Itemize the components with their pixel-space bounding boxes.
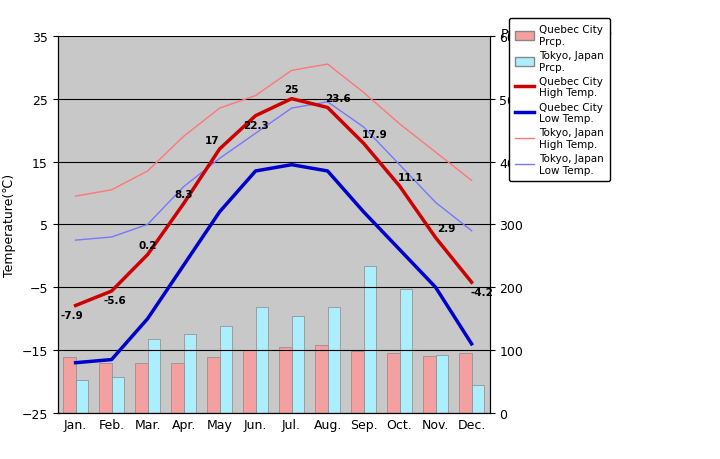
Quebec City
Low Temp.	[359, 210, 368, 215]
Bar	[207, 357, 220, 413]
Bar	[256, 308, 268, 413]
Bar	[63, 357, 76, 413]
Quebec City
Low Temp.	[107, 357, 116, 363]
Tokyo, Japan
High Temp.	[323, 62, 332, 67]
Line: Quebec City
Low Temp.: Quebec City Low Temp.	[76, 165, 472, 363]
Bar	[220, 326, 232, 413]
Tokyo, Japan
Low Temp.	[395, 162, 404, 168]
Tokyo, Japan
Low Temp.	[467, 229, 476, 234]
Tokyo, Japan
Low Temp.	[107, 235, 116, 240]
Bar	[423, 357, 436, 413]
Quebec City
High Temp.	[431, 235, 440, 241]
Line: Quebec City
High Temp.: Quebec City High Temp.	[76, 100, 472, 306]
Bar	[171, 364, 184, 413]
Bar	[472, 385, 484, 413]
Quebec City
Low Temp.	[179, 263, 188, 269]
Bar	[112, 377, 124, 413]
Tokyo, Japan
High Temp.	[107, 188, 116, 193]
Bar	[436, 355, 448, 413]
Quebec City
High Temp.	[323, 106, 332, 111]
Tokyo, Japan
Low Temp.	[251, 131, 260, 137]
Tokyo, Japan
Low Temp.	[143, 222, 152, 228]
Quebec City
Low Temp.	[143, 316, 152, 322]
Text: 11.1: 11.1	[397, 172, 423, 182]
Bar	[243, 350, 256, 413]
Legend: Quebec City
Prcp., Tokyo, Japan
Prcp., Quebec City
High Temp., Quebec City
Low T: Quebec City Prcp., Tokyo, Japan Prcp., Q…	[509, 19, 611, 182]
Tokyo, Japan
Low Temp.	[431, 200, 440, 206]
Quebec City
Low Temp.	[431, 285, 440, 291]
Text: 0.2: 0.2	[138, 241, 157, 251]
Text: 23.6: 23.6	[325, 94, 351, 104]
Bar	[364, 266, 376, 413]
Quebec City
Low Temp.	[287, 162, 296, 168]
Bar	[459, 353, 472, 413]
Quebec City
High Temp.	[143, 252, 152, 258]
Text: -4.2: -4.2	[471, 287, 494, 297]
Tokyo, Japan
High Temp.	[71, 194, 80, 199]
Tokyo, Japan
Low Temp.	[323, 100, 332, 105]
Tokyo, Japan
High Temp.	[287, 68, 296, 74]
Bar	[315, 345, 328, 413]
Text: 8.3: 8.3	[174, 190, 193, 200]
Bar	[184, 335, 196, 413]
Bar	[328, 308, 340, 413]
Bar	[135, 364, 148, 413]
Text: 2.9: 2.9	[437, 224, 456, 234]
Tokyo, Japan
High Temp.	[251, 94, 260, 99]
Tokyo, Japan
High Temp.	[215, 106, 224, 112]
Quebec City
High Temp.	[359, 141, 368, 147]
Tokyo, Japan
Low Temp.	[179, 185, 188, 190]
Bar	[387, 353, 400, 413]
Quebec City
High Temp.	[179, 202, 188, 207]
Tokyo, Japan
Low Temp.	[215, 156, 224, 162]
Tokyo, Japan
High Temp.	[143, 169, 152, 174]
Tokyo, Japan
Low Temp.	[359, 125, 368, 130]
Quebec City
Low Temp.	[467, 341, 476, 347]
Quebec City
Low Temp.	[395, 247, 404, 253]
Quebec City
Low Temp.	[71, 360, 80, 366]
Tokyo, Japan
High Temp.	[431, 150, 440, 156]
Quebec City
High Temp.	[287, 97, 296, 102]
Text: 17.9: 17.9	[361, 129, 387, 140]
Quebec City
Low Temp.	[323, 169, 332, 174]
Y-axis label: Temperature(℃): Temperature(℃)	[3, 174, 16, 276]
Quebec City
High Temp.	[395, 184, 404, 190]
Quebec City
High Temp.	[71, 303, 80, 308]
Tokyo, Japan
Low Temp.	[71, 238, 80, 243]
Line: Tokyo, Japan
Low Temp.: Tokyo, Japan Low Temp.	[76, 102, 472, 241]
Tokyo, Japan
High Temp.	[395, 122, 404, 127]
Quebec City
Low Temp.	[251, 169, 260, 174]
Tokyo, Japan
Low Temp.	[287, 106, 296, 112]
Bar	[76, 381, 88, 413]
Bar	[292, 317, 304, 413]
Text: 22.3: 22.3	[243, 121, 269, 131]
Tokyo, Japan
High Temp.	[179, 134, 188, 140]
Quebec City
High Temp.	[251, 114, 260, 119]
Bar	[400, 290, 412, 413]
Bar	[351, 351, 364, 413]
Quebec City
Low Temp.	[215, 210, 224, 215]
Line: Tokyo, Japan
High Temp.: Tokyo, Japan High Temp.	[76, 65, 472, 196]
Quebec City
High Temp.	[467, 280, 476, 285]
Text: 17: 17	[205, 135, 220, 145]
Text: -7.9: -7.9	[60, 310, 84, 320]
Text: 25: 25	[284, 85, 299, 95]
Bar	[148, 340, 160, 413]
Text: -5.6: -5.6	[104, 296, 127, 306]
Bar	[279, 347, 292, 413]
Bar	[99, 363, 112, 413]
Tokyo, Japan
High Temp.	[359, 90, 368, 96]
Tokyo, Japan
High Temp.	[467, 178, 476, 184]
Text: Precipitation(mm): Precipitation(mm)	[500, 28, 613, 40]
Quebec City
High Temp.	[107, 289, 116, 294]
Quebec City
High Temp.	[215, 147, 224, 152]
